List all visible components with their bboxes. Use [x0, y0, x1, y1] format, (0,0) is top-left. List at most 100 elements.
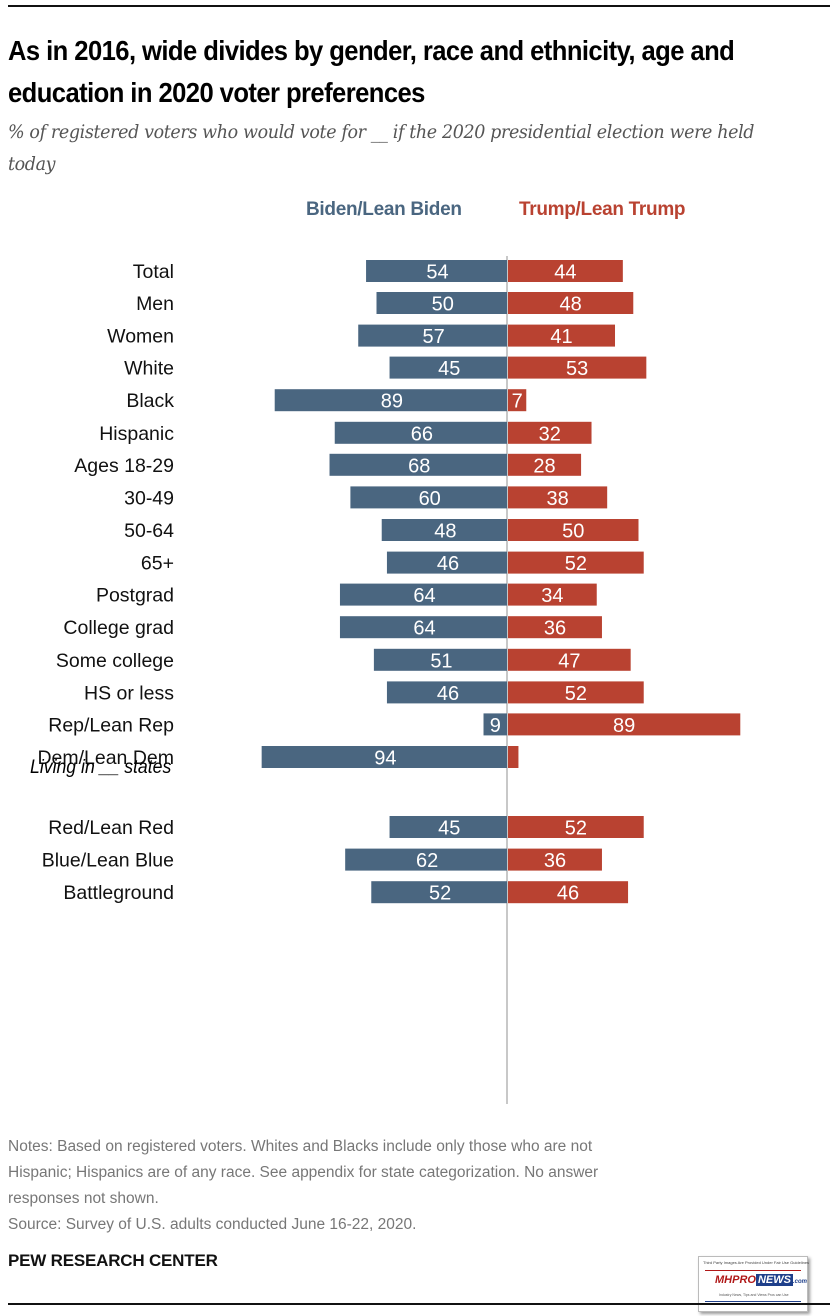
category-label: Postgrad — [96, 585, 174, 607]
group-heading: Living in __ states — [30, 755, 171, 777]
data-label-biden: 68 — [408, 455, 430, 477]
data-label-trump: 52 — [565, 553, 587, 575]
category-label: Ages 18-29 — [74, 455, 174, 477]
bar-trump — [508, 292, 634, 314]
legend-biden: Biden/Lean Biden — [306, 199, 462, 220]
data-label-trump: 46 — [557, 883, 579, 905]
bar-trump — [508, 519, 639, 541]
notes-line: Notes: Based on registered voters. White… — [8, 1138, 593, 1155]
category-label: Women — [107, 326, 174, 348]
data-label-biden: 52 — [429, 883, 451, 905]
bar-biden — [339, 616, 507, 639]
notes-line: Hispanic; Hispanics are of any race. See… — [8, 1164, 599, 1181]
category-label: HS or less — [84, 682, 174, 704]
bar-trump — [508, 681, 644, 704]
category-label: Black — [126, 390, 174, 412]
data-label-biden: 89 — [381, 391, 403, 413]
logo-news: NEWS — [755, 1274, 793, 1286]
bar-biden — [483, 713, 507, 736]
category-label: Red/Lean Red — [48, 817, 174, 839]
category-label: 30-49 — [124, 487, 174, 509]
data-label-trump: 41 — [550, 326, 572, 348]
data-label-trump: 36 — [544, 850, 566, 872]
watermark-divider — [705, 1270, 801, 1271]
bar-biden — [334, 421, 507, 444]
logo-com: .com — [792, 1279, 807, 1285]
legend-trump: Trump/Lean Trump — [519, 199, 686, 220]
data-label-biden: 46 — [437, 683, 459, 705]
chart-title: As in 2016, wide divides by gender, race… — [8, 35, 735, 108]
bar-trump — [508, 389, 527, 412]
bar-trump — [508, 260, 623, 282]
data-label-biden: 51 — [430, 650, 452, 672]
category-label: 50-64 — [124, 520, 174, 542]
bar-trump — [508, 324, 616, 347]
bar-biden — [358, 324, 507, 347]
data-label-biden: 57 — [422, 326, 444, 348]
data-label-trump: 7 — [512, 391, 523, 413]
data-label-trump: 89 — [613, 715, 635, 737]
data-label-trump: 48 — [560, 294, 582, 316]
data-label-biden: 66 — [411, 423, 433, 445]
data-label-trump: 52 — [565, 683, 587, 705]
data-label-biden: 48 — [434, 521, 456, 543]
data-label-trump: 32 — [539, 423, 561, 445]
bar-trump — [508, 848, 602, 871]
bar-trump — [508, 713, 741, 736]
bar-trump — [508, 486, 608, 509]
data-label-biden: 45 — [438, 358, 460, 380]
data-label-biden: 45 — [438, 818, 460, 840]
category-label: Men — [136, 293, 174, 315]
mhpronews-logo: MHPRO NEWS .com — [715, 1274, 807, 1286]
bottom-rule — [8, 1303, 830, 1305]
category-label: Battleground — [63, 882, 174, 904]
bar-trump — [508, 356, 647, 379]
category-label: Dem/Lean Dem — [37, 747, 174, 769]
bar-biden — [373, 648, 507, 671]
data-label-biden: 94 — [374, 748, 396, 770]
data-label-trump: 47 — [558, 650, 580, 672]
bar-biden — [386, 551, 507, 574]
bar-trump — [508, 881, 629, 904]
category-label: Total — [133, 261, 174, 283]
bar-biden — [389, 356, 507, 379]
chart-subtitle: % of registered voters who would vote fo… — [8, 121, 755, 175]
data-label-biden: 60 — [419, 488, 441, 510]
logo-mh: MHPRO — [715, 1274, 756, 1286]
data-label-trump: 44 — [554, 262, 576, 284]
bar-biden — [329, 453, 507, 476]
data-label-trump: 50 — [562, 521, 584, 543]
data-label-biden: 54 — [426, 262, 448, 284]
watermark-fair-use-text: Third Party Images Are Provided Under Fa… — [703, 1260, 810, 1265]
bar-trump — [508, 648, 631, 671]
bar-trump — [508, 453, 582, 476]
bar-biden — [381, 519, 507, 541]
bar-biden — [339, 583, 507, 606]
bar-trump — [508, 583, 597, 606]
bar-trump — [508, 816, 644, 838]
category-label: College grad — [63, 617, 174, 639]
source-line: Source: Survey of U.S. adults conducted … — [8, 1216, 417, 1233]
category-label: Some college — [56, 650, 174, 672]
bar-biden — [274, 389, 507, 412]
data-label-biden: 50 — [432, 294, 454, 316]
notes-line: responses not shown. — [8, 1190, 159, 1207]
category-label: Hispanic — [99, 423, 174, 445]
watermark-divider — [705, 1301, 801, 1302]
bar-biden — [350, 486, 507, 509]
bar-biden — [376, 292, 507, 314]
data-label-trump: 38 — [546, 488, 568, 510]
data-label-biden: 64 — [413, 585, 435, 607]
data-label-biden: 46 — [437, 553, 459, 575]
category-label: 65+ — [141, 553, 174, 575]
bar-trump — [508, 551, 644, 574]
data-label-biden: 62 — [416, 850, 438, 872]
bar-biden — [386, 681, 507, 704]
bar-trump — [508, 421, 592, 444]
bar-biden — [261, 746, 507, 768]
data-label-trump: 28 — [533, 455, 555, 477]
category-label: White — [124, 358, 174, 380]
data-label-trump: 34 — [541, 585, 563, 607]
watermark-tagline: Industry News, Tips and Views Pros can U… — [719, 1293, 789, 1297]
bar-biden — [366, 260, 507, 282]
